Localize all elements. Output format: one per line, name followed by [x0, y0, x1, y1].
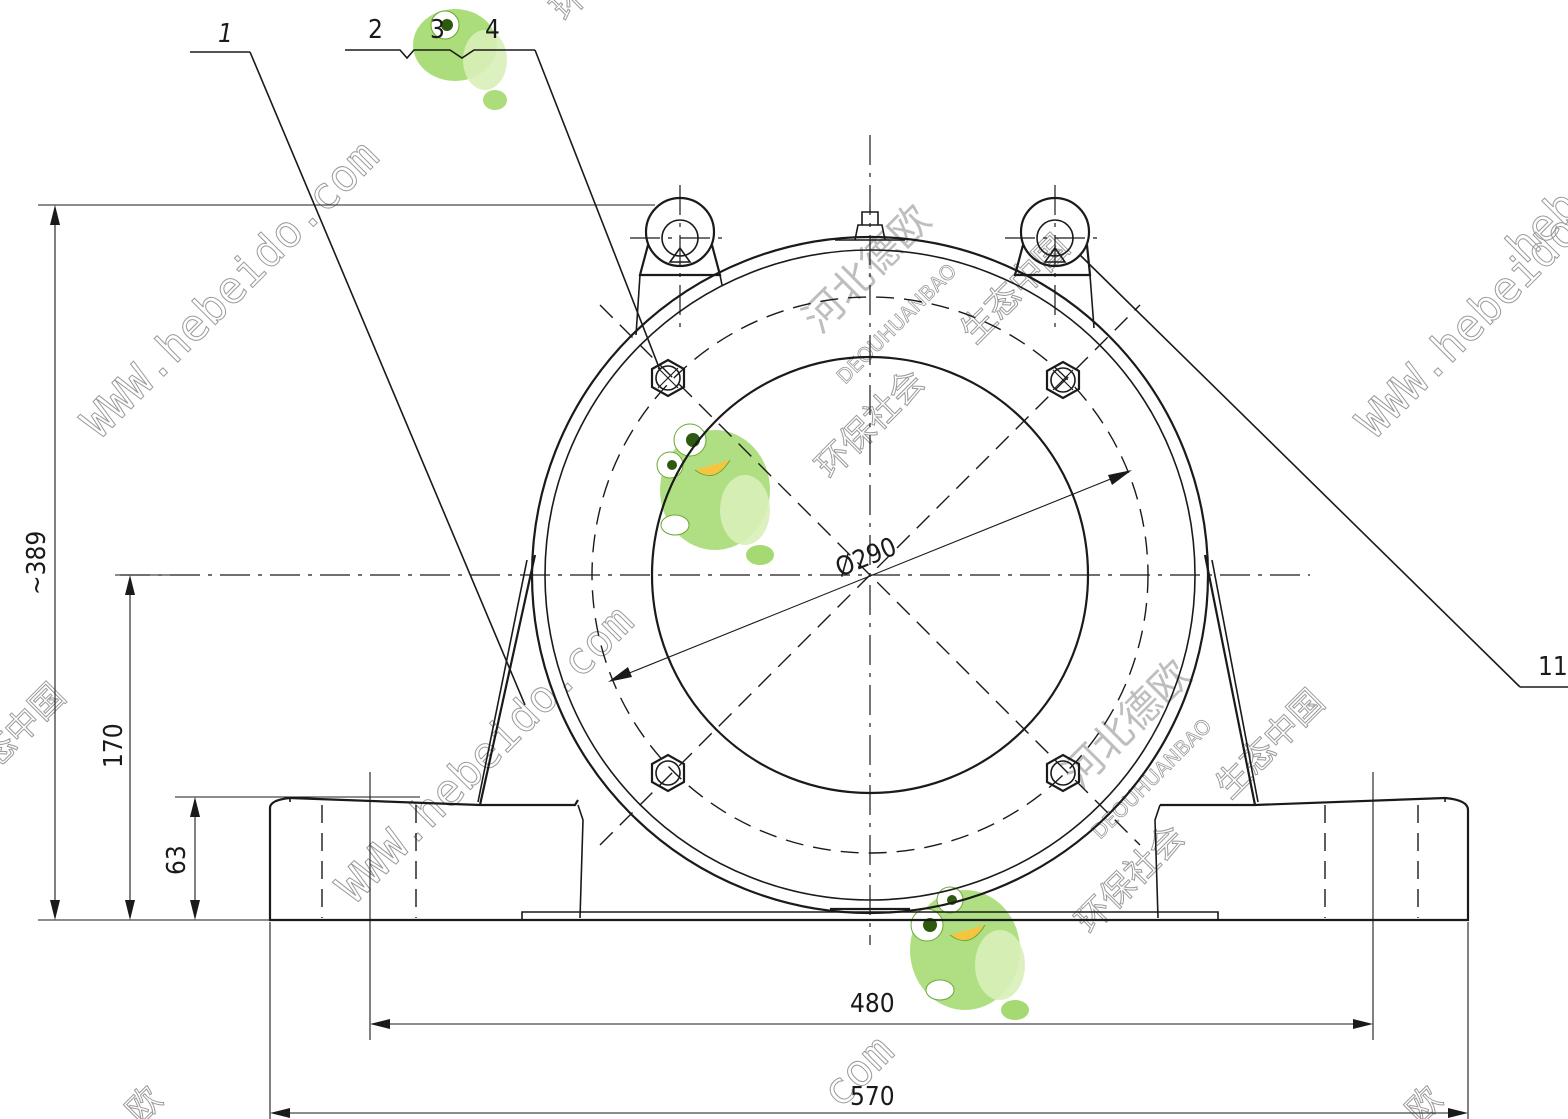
- dimensions: ~389 170 63 Ø290 480 570: [22, 204, 1469, 1119]
- watermark-url-right: WWW.hebeido.com: [1347, 131, 1568, 448]
- callout-part-11: 11: [1538, 652, 1568, 682]
- hex-bolt-bottom-left: [650, 753, 686, 793]
- callout-part-4: 4: [485, 15, 500, 45]
- hex-bolt-top-left: [650, 358, 686, 398]
- watermark-url-left: WWW.hebeido.com: [72, 131, 389, 448]
- bore-circle: [650, 355, 1090, 795]
- watermark-top-fragment: 环: [543, 0, 595, 28]
- centerlines: [120, 135, 1310, 945]
- housing-inner-rim: [544, 249, 1196, 901]
- callout-part-3: 3: [430, 15, 445, 45]
- bolt-circle: [591, 296, 1149, 854]
- watermark-bottom-left-fragment: 欧: [118, 1079, 170, 1119]
- watermark-eco-top: 生态中国: [953, 227, 1077, 351]
- mascot-logo-middle: [656, 423, 774, 565]
- callout-part-2: 2: [368, 15, 383, 45]
- dim-base-height: 63: [162, 845, 192, 875]
- dim-bore-diameter: Ø290: [831, 532, 901, 583]
- mascot-logo-top: [413, 9, 507, 110]
- hex-bolt-bottom-right: [1045, 753, 1081, 793]
- watermark-company-bottom: 河北德欧: [1055, 651, 1201, 797]
- dim-overall-height: ~389: [22, 531, 52, 595]
- lifting-eye-left: [635, 196, 723, 336]
- watermark-eco-bottom: 生态中国: [1208, 682, 1332, 806]
- watermark-company-top: 河北德欧: [795, 196, 941, 342]
- watermark-url-center: WWW.hebeido.com: [327, 596, 644, 913]
- watermark-eco-left-edge: 态中国: [0, 676, 73, 776]
- dim-center-height: 170: [99, 723, 129, 768]
- dim-overall-length: 570: [850, 1082, 895, 1112]
- dim-bolt-spacing: 480: [850, 989, 895, 1019]
- callout-part-1: 1: [218, 19, 233, 49]
- housing-body: [268, 205, 1470, 922]
- callouts: 1 2 3 4 11: [190, 15, 1568, 706]
- lifting-eye-right: [1013, 196, 1095, 329]
- hex-bolt-top-right: [1045, 360, 1081, 400]
